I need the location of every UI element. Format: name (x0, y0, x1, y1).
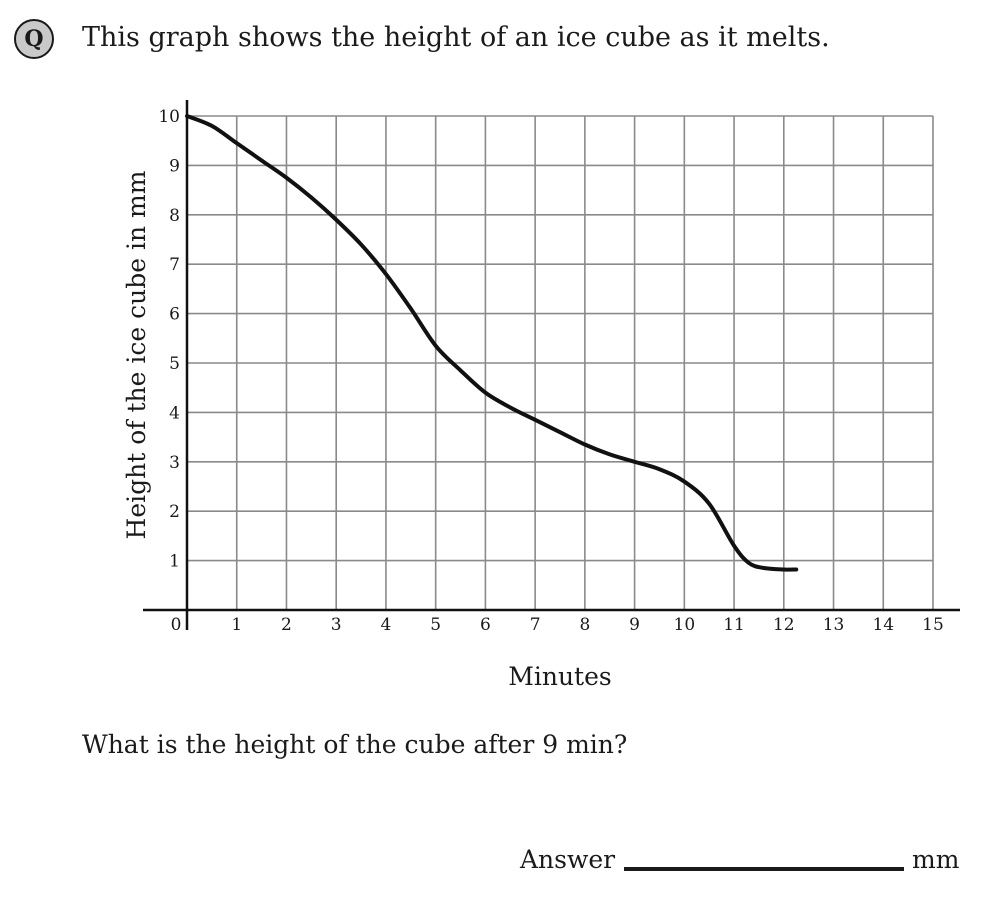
x-tick-label: 4 (381, 615, 392, 635)
y-tick-label: 6 (169, 305, 180, 325)
answer-input-line[interactable] (624, 867, 904, 871)
y-tick-label: 9 (169, 156, 180, 176)
x-tick-label: 2 (281, 615, 292, 635)
y-tick-label: 2 (169, 502, 180, 522)
x-tick-label: 6 (480, 615, 491, 635)
y-tick-label: 8 (169, 206, 180, 226)
chart-grid (187, 115, 934, 610)
x-tick-label: 8 (579, 615, 590, 635)
y-tick-labels: 1 2 3 4 5 6 7 8 9 10 (158, 107, 180, 572)
origin-label: 0 (171, 615, 182, 635)
y-tick-label: 3 (169, 453, 180, 473)
x-tick-label: 1 (231, 615, 242, 635)
x-tick-label: 9 (629, 615, 640, 635)
y-tick-label: 10 (158, 107, 180, 127)
x-tick-label: 7 (530, 615, 541, 635)
question-badge-label: Q (24, 26, 44, 52)
answer-unit: mm (912, 845, 960, 874)
x-tick-label: 13 (823, 615, 845, 635)
x-tick-label: 15 (922, 615, 944, 635)
height-curve (185, 114, 799, 572)
x-tick-label: 12 (773, 615, 795, 635)
x-tick-label: 10 (674, 615, 696, 635)
question-badge: Q (14, 19, 54, 59)
y-tick-label: 5 (169, 354, 180, 374)
y-axis-label: Height of the ice cube in mm (122, 170, 151, 539)
y-tick-label: 4 (169, 403, 180, 423)
sub-question: What is the height of the cube after 9 m… (82, 730, 628, 759)
x-axis-label: Minutes (508, 662, 611, 691)
y-tick-label: 7 (169, 255, 180, 275)
y-tick-label: 1 (169, 552, 180, 572)
x-tick-label: 3 (331, 615, 342, 635)
x-tick-label: 5 (430, 615, 441, 635)
question-text: This graph shows the height of an ice cu… (82, 22, 830, 53)
answer-label: Answer (520, 845, 616, 874)
x-tick-labels: 1 2 3 4 5 6 7 8 9 10 11 12 13 14 15 (231, 615, 944, 635)
x-tick-label: 11 (723, 615, 745, 635)
chart-axes (143, 100, 960, 630)
x-tick-label: 14 (872, 615, 894, 635)
